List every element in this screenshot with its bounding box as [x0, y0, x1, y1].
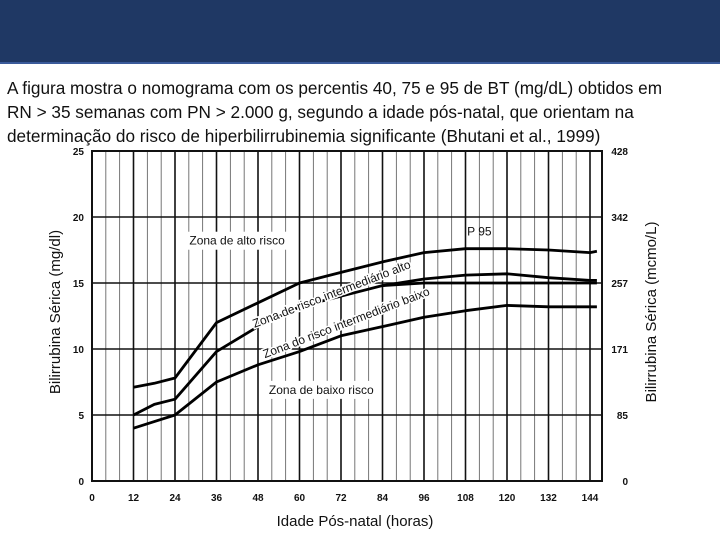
y2-tick-label: 257 — [611, 279, 628, 290]
plot-frame — [91, 150, 603, 482]
x-tick-label: 36 — [211, 493, 223, 504]
y-tick-label: 20 — [73, 213, 85, 224]
series-label: P 95 — [467, 224, 492, 238]
caption-line-3: determinação do risco de hiperbilirrubin… — [7, 126, 601, 146]
x-tick-label: 108 — [457, 493, 474, 504]
slide-caption: A figura mostra o nomograma com os perce… — [7, 76, 713, 148]
caption-line-1: A figura mostra o nomograma com os perce… — [7, 78, 663, 98]
y2-tick-label: 428 — [611, 147, 628, 158]
x-tick-label: 132 — [540, 493, 557, 504]
x-axis-title: Idade Pós-natal (horas) — [277, 513, 434, 530]
y-tick-label: 15 — [73, 279, 85, 290]
zone-label: Zona de alto risco — [189, 234, 285, 248]
percentile-line-1 — [133, 247, 598, 389]
y2-axis-title: Bilirrubina Sérica (mcmo/L) — [643, 222, 660, 403]
x-tick-label: 72 — [335, 493, 347, 504]
zone-label-bg — [185, 231, 290, 250]
percentile-line-2 — [132, 272, 597, 417]
y-tick-label: 0 — [78, 477, 84, 488]
y-axis-title: Bilirrubina Sérica (mg/dl) — [47, 230, 64, 394]
x-tick-label: 0 — [89, 493, 95, 504]
zone-label-bg — [264, 380, 378, 399]
y2-tick-label: 342 — [611, 213, 628, 224]
x-tick-label: 144 — [582, 493, 599, 504]
slide-header-band — [0, 0, 720, 64]
plot-area — [92, 151, 602, 481]
x-tick-label: 48 — [252, 493, 264, 504]
reference-line — [382, 281, 597, 287]
x-tick-label: 24 — [169, 493, 181, 504]
x-tick-label: 96 — [418, 493, 430, 504]
percentile-line-3 — [133, 303, 597, 430]
y-tick-label: 10 — [73, 345, 85, 356]
y2-tick-label: 0 — [622, 477, 628, 488]
y2-tick-label: 171 — [611, 345, 628, 356]
zone-label: Zona de baixo risco — [269, 383, 374, 397]
header-stripe — [0, 0, 720, 62]
x-tick-label: 60 — [294, 493, 306, 504]
y-tick-label: 5 — [78, 411, 84, 422]
zone-label-box: Zona de alto risco — [185, 231, 290, 250]
x-tick-label: 84 — [377, 493, 389, 504]
y-tick-label: 25 — [73, 147, 85, 158]
x-tick-label: 120 — [499, 493, 516, 504]
caption-line-2: RN > 35 semanas com PN > 2.000 g, segund… — [7, 102, 634, 122]
x-tick-label: 12 — [128, 493, 140, 504]
zone-label-box: Zona de baixo risco — [264, 380, 378, 399]
y2-tick-label: 85 — [617, 411, 629, 422]
header-divider — [0, 62, 720, 64]
